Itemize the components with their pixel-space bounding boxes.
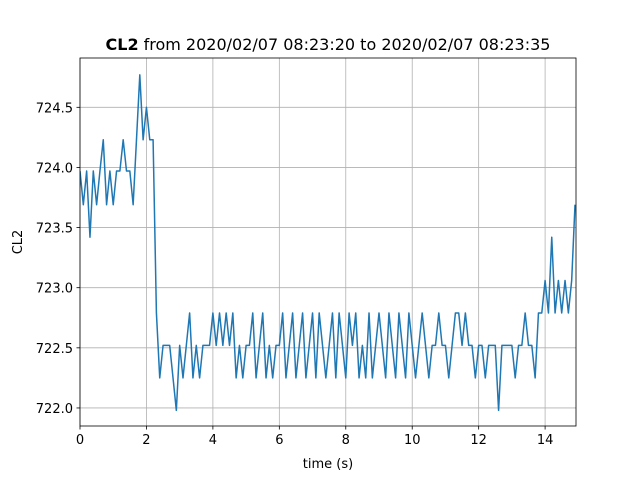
- y-tick-label: 724.5: [36, 101, 73, 116]
- y-tick-label: 723.5: [36, 222, 73, 237]
- x-tick-label: 12: [470, 433, 487, 448]
- y-tick-label: 722.5: [36, 342, 73, 357]
- x-tick-label: 14: [537, 433, 554, 448]
- title-rest: from 2020/02/07 08:23:20 to 2020/02/07 0…: [144, 35, 551, 54]
- y-tick-label: 722.0: [36, 402, 73, 417]
- x-tick-label: 6: [275, 433, 283, 448]
- x-tick-label: 8: [342, 433, 350, 448]
- x-tick-label: 4: [209, 433, 217, 448]
- y-axis-label: CL2: [11, 230, 26, 255]
- plot-frame: [79, 57, 577, 427]
- chart-title: CL2 from 2020/02/07 08:23:20 to 2020/02/0…: [106, 35, 551, 54]
- title-bold: CL2: [106, 35, 139, 54]
- x-axis-label: time (s): [303, 457, 353, 472]
- x-tick-label: 0: [76, 433, 84, 448]
- x-tick-label: 10: [404, 433, 421, 448]
- x-tick-label: 2: [142, 433, 150, 448]
- y-tick-label: 723.0: [36, 282, 73, 297]
- y-tick-label: 724.0: [36, 161, 73, 176]
- data-line: [80, 74, 576, 412]
